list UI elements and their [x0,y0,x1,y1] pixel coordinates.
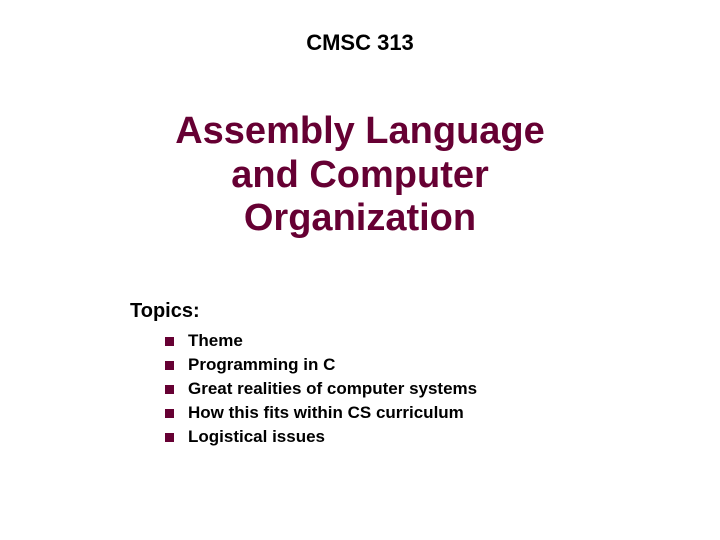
list-item: Programming in C [165,354,477,376]
list-item: Theme [165,330,477,352]
topic-text: Logistical issues [188,427,325,447]
topic-text: Great realities of computer systems [188,379,477,399]
topic-text: Programming in C [188,355,335,375]
list-item: Great realities of computer systems [165,378,477,400]
topic-text: How this fits within CS curriculum [188,403,464,423]
bullet-icon [165,337,174,346]
bullet-icon [165,361,174,370]
topics-list: Theme Programming in C Great realities o… [165,330,477,450]
bullet-icon [165,385,174,394]
list-item: Logistical issues [165,426,477,448]
bullet-icon [165,433,174,442]
list-item: How this fits within CS curriculum [165,402,477,424]
main-title: Assembly Languageand ComputerOrganizatio… [0,110,720,241]
topic-text: Theme [188,331,243,351]
bullet-icon [165,409,174,418]
topics-heading: Topics: [130,300,200,323]
course-code: CMSC 313 [0,30,720,56]
